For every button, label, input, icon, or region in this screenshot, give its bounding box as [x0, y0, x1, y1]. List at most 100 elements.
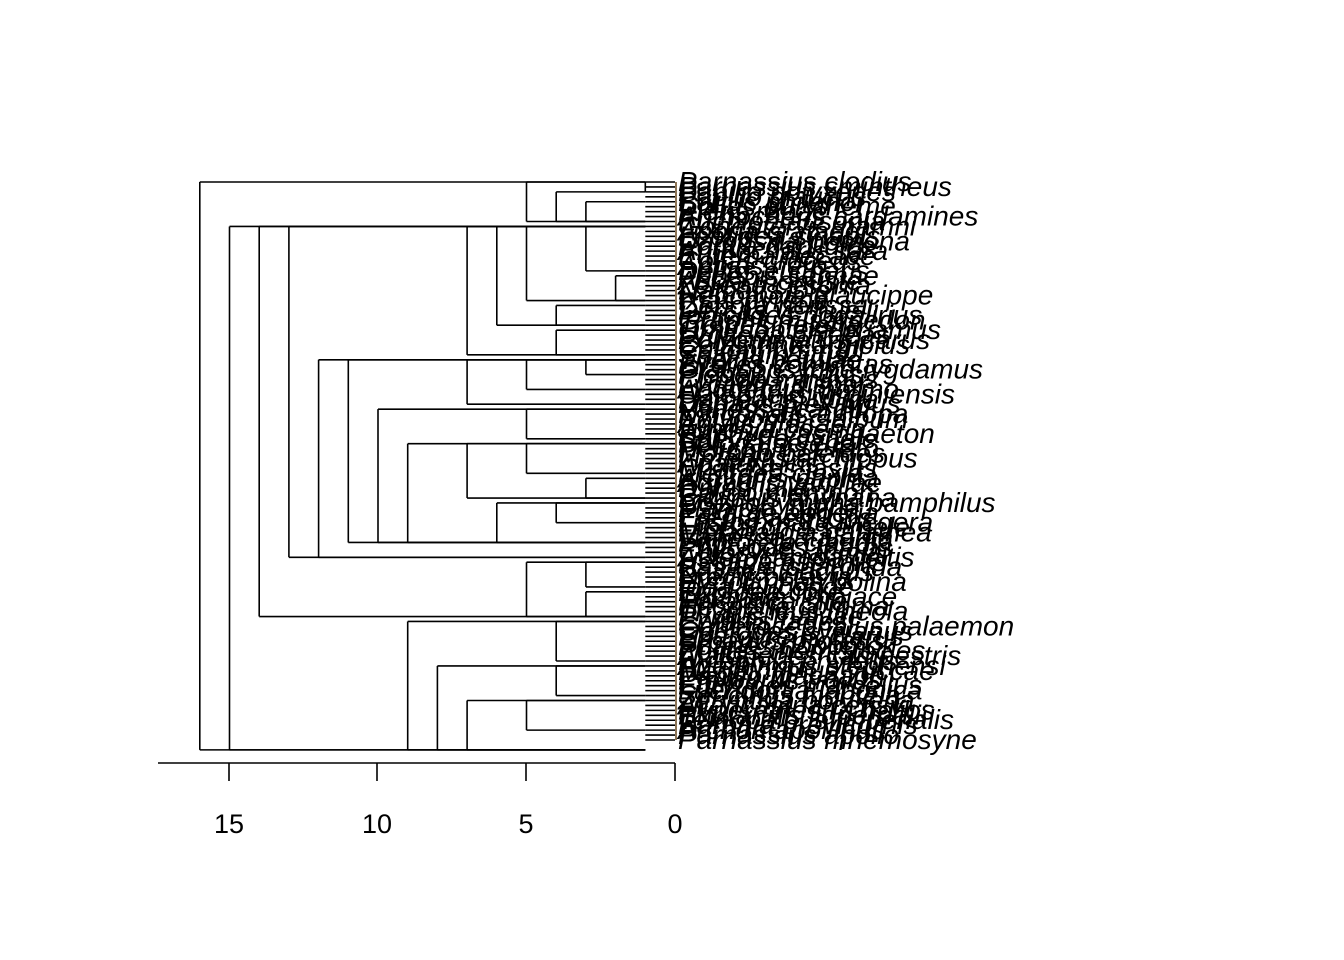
- tip-label: Epargyreus clarus: [678, 620, 904, 651]
- tip-label: Dercas verhuelli: [678, 294, 880, 325]
- tip-label: Anthocharis sara: [676, 235, 888, 266]
- tip-label: Satyrium titus: [678, 339, 848, 370]
- tip-label: Bicyclus anynana: [678, 482, 896, 513]
- tip-label: Gonepteryx rhamni: [678, 210, 917, 241]
- tip-label: Papilio glaucus: [678, 181, 866, 212]
- tip-label: Erebia aethiops: [678, 502, 873, 533]
- tip-label: Hylephila phyleus: [678, 645, 897, 676]
- tip-label: Luehdorfia japonica: [678, 675, 922, 706]
- tip-label: Euploea core: [678, 576, 843, 607]
- tip-label: Limenitis archippus: [678, 443, 918, 474]
- tip-label: Pontia daplidice: [678, 230, 876, 261]
- tip-label: Polygonia c-album: [678, 403, 908, 434]
- tip-label: Leptidea sinapis: [678, 220, 880, 251]
- tip-label: Celastrina argiolus: [678, 329, 910, 360]
- axis-tick-label-0: 0: [667, 809, 682, 839]
- tip-label: Appias nero: [676, 250, 827, 281]
- tip-label: Glaucopsyche lygdamus: [678, 354, 983, 385]
- tip-label: Apatura iris: [676, 447, 820, 478]
- tip-label: Speyeria cybele: [678, 423, 877, 454]
- tip-label: Papilio polyxenes: [678, 176, 896, 207]
- tip-label: Apodemia mormo: [676, 373, 899, 404]
- tip-label: Colias croceus: [678, 245, 862, 276]
- tip-label: Urbanus proteus: [678, 625, 885, 656]
- axis-tick-label-5: 5: [518, 809, 533, 839]
- tip-label: Idea leuconoe: [678, 571, 854, 602]
- tip-label: Agraulis vanillae: [676, 467, 882, 498]
- tip-label: Hypermnestra helios: [678, 694, 935, 725]
- tip-label: Hypolimnas bolina: [678, 566, 907, 597]
- tip-label: Chlosyne lacinia: [678, 536, 882, 567]
- time-axis: 15 10 5 0: [158, 762, 683, 839]
- tip-label: Boloria selene: [678, 428, 855, 459]
- tip-label: Battus philenor: [678, 186, 866, 217]
- tip-label: Pararge aegeria: [678, 497, 879, 528]
- tip-label: Hamearis lucina: [678, 383, 879, 414]
- tip-label: Graphium sarpedon: [678, 304, 925, 335]
- tip-label: Parnassius apollo: [678, 719, 899, 750]
- tip-label: Anthocharis cardamines: [676, 201, 978, 232]
- tip-label: Calephelis virginiensis: [678, 378, 955, 409]
- tip-label: Nymphalis antiopa: [678, 398, 908, 429]
- tip-label: Thecla betulae: [678, 344, 862, 375]
- tip-label: Delias eucharis: [678, 255, 869, 286]
- tip-label: Catopsilia pomona: [678, 225, 910, 256]
- tip-label: Erynnis tages: [678, 605, 848, 636]
- tip-label: Precis octavia: [678, 561, 852, 592]
- tip-label: Coenonympha pamphilus: [678, 487, 996, 518]
- tip-label: Asterocampa celtis: [676, 541, 915, 572]
- tree-branches: [199, 181, 677, 751]
- tip-label: Eurema hecabe: [678, 240, 876, 271]
- tip-label: Lycaena dispar: [678, 368, 869, 399]
- tip-label: Parnassius mnemosyne: [678, 724, 977, 755]
- tip-label: Danaus plexippus: [678, 388, 901, 419]
- tip-label: Argynnis paphia: [676, 462, 879, 493]
- tip-label: Ascia monuste: [676, 265, 862, 296]
- tip-label: Charaxes jasius: [678, 452, 877, 483]
- tip-label: Ochlodes sylvanus: [678, 615, 913, 646]
- tip-label: Teinopalpus imperialis: [678, 704, 954, 735]
- tip-label: Hestina assimilis: [678, 546, 887, 577]
- tip-label: Euptoieta claudia: [678, 526, 893, 557]
- tip-label: Aglais urticae: [676, 408, 846, 439]
- tip-label: Megathymus yuccae: [678, 655, 935, 686]
- tip-label: Nathalis iole: [678, 275, 831, 306]
- tip-label: Archon apollinus: [676, 714, 885, 745]
- tip-label: Hesperia comma: [678, 591, 890, 622]
- tip-label: Ornithoptera priamus: [678, 314, 941, 345]
- tip-label: Parnassius clodius: [678, 166, 911, 197]
- tip-label: Thymelicus lineola: [678, 596, 908, 627]
- tip-label: Maniola jurtina: [678, 492, 860, 523]
- tip-label: Pyrgus malvae: [678, 601, 863, 632]
- tip-label: Zerene cesonia: [677, 270, 871, 301]
- tip-label: Parantica sita: [678, 586, 848, 617]
- tip-label: Carterocephalus palaemon: [678, 610, 1014, 641]
- tip-label: Phyciodes tharos: [678, 531, 893, 562]
- tip-label: Iphiclides podalirius: [678, 299, 922, 330]
- tip-label: Vanessa cardui: [678, 393, 871, 424]
- tip-label: Polites themistocles: [678, 635, 925, 666]
- tip-label: Polyommatus icarus: [678, 324, 930, 355]
- tip-label: Cupido minimus: [678, 364, 879, 395]
- tip-label: Euphydryas phaeton: [678, 418, 935, 449]
- tip-label: Melitaea cinxia: [678, 457, 863, 488]
- tip-label: Euchloe ausonia: [678, 206, 885, 237]
- tip-label: Poanes hobomok: [678, 630, 898, 661]
- axis-tick-label-10: 10: [362, 809, 392, 839]
- tip-label: Melanargia galathea: [678, 517, 932, 548]
- tip-label: Kallima inachus: [678, 556, 874, 587]
- tip-label: Hebomoia glaucippe: [678, 280, 933, 311]
- tip-label: Troides helena: [678, 309, 861, 340]
- tip-label: Callophrys rubi: [678, 334, 866, 365]
- tip-label: Colias eurytheme: [678, 191, 896, 222]
- tip-label: Lycaena phlaeas: [678, 319, 889, 350]
- tip-label: Cepora nerissa: [678, 289, 868, 320]
- tip-label: Baronia brevicornis: [678, 709, 918, 740]
- tip-label: Allancastria cerisyi: [676, 689, 911, 720]
- tip-label: Morpho peleides: [678, 438, 885, 469]
- tip-label: Atalopedes campestris: [676, 640, 961, 671]
- tip-label: Papilio machaon: [678, 660, 885, 691]
- tip-label: Lasiommata megera: [678, 507, 933, 538]
